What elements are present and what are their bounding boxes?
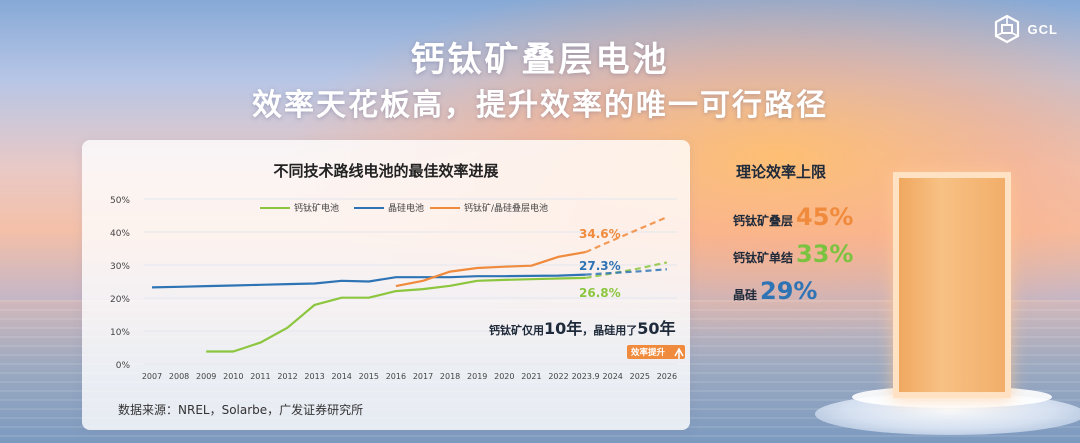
- data-source: 数据来源：NREL，Solarbe，广发证券研究所: [118, 403, 364, 417]
- annotation-part: 10年: [544, 319, 582, 338]
- brand-name: GCL: [1027, 21, 1058, 37]
- legend-label: 晶硅电池: [388, 202, 424, 214]
- x-tick-label: 2012: [277, 372, 297, 381]
- chart-title: 不同技术路线电池的最佳效率进展: [273, 162, 499, 180]
- x-tick-label: 2007: [142, 372, 162, 381]
- x-tick-label: 2025: [630, 372, 650, 381]
- gcl-logo: GCL: [992, 14, 1058, 44]
- x-tick-label: 2013: [304, 372, 324, 381]
- x-tick-label: 2014: [332, 372, 352, 381]
- annotation-part: 50年: [637, 319, 675, 338]
- theory-item-tandem: 钙钛矿叠层 45%: [733, 203, 853, 231]
- y-tick-label: 20%: [110, 295, 130, 305]
- y-tick-label: 10%: [110, 328, 130, 338]
- theory-item-perovskite: 钙钛矿单结 33%: [733, 240, 853, 268]
- series-line: [151, 273, 586, 289]
- x-tick-label: 2023.9: [572, 372, 600, 381]
- theory-value: 29%: [760, 277, 818, 305]
- x-tick-label: 2018: [440, 372, 460, 381]
- x-tick-label: 2011: [250, 372, 270, 381]
- x-tick-label: 2016: [386, 372, 406, 381]
- x-tick-label: 2017: [413, 372, 433, 381]
- x-tick-label: 2026: [657, 372, 677, 381]
- data-label: 34.6%: [579, 227, 621, 241]
- theory-value: 33%: [796, 240, 854, 268]
- annotation-part: ，晶硅用了: [582, 323, 637, 337]
- theory-label: 钙钛矿单结: [733, 251, 794, 265]
- y-tick-label: 0%: [116, 361, 131, 371]
- series-line: [206, 276, 586, 353]
- x-tick-label: 2008: [169, 372, 189, 381]
- theory-item-silicon: 晶硅 29%: [733, 277, 817, 305]
- efficiency-line-chart: 0% 10% 20% 30% 40% 50% 2007 2008 2009 2010 2011 201…: [110, 196, 685, 381]
- x-tick-label: 2009: [196, 372, 216, 381]
- annotation-text: 钙钛矿仅用10年，晶硅用了50年: [489, 319, 676, 338]
- data-label: 26.8%: [579, 286, 621, 300]
- x-tick-label: 2015: [359, 372, 379, 381]
- x-tick-label: 2020: [494, 372, 514, 381]
- gcl-logo-icon: [992, 14, 1022, 44]
- series-line: [395, 251, 586, 288]
- y-tick-label: 50%: [110, 196, 130, 206]
- theory-label: 钙钛矿叠层: [733, 214, 794, 228]
- x-tick-label: 2010: [223, 372, 243, 381]
- y-tick-label: 30%: [110, 262, 130, 272]
- y-tick-label: 40%: [110, 229, 130, 239]
- data-label: 27.3%: [579, 259, 621, 273]
- theory-value: 45%: [796, 203, 854, 231]
- x-tick-label: 2022: [548, 372, 568, 381]
- theory-title: 理论效率上限: [736, 163, 827, 181]
- perovskite-cell-illustration: [893, 172, 1011, 398]
- page-subtitle: 效率天花板高，提升效率的唯一可行路径: [252, 88, 828, 123]
- series-projection: [585, 261, 668, 279]
- x-tick-label: 2024: [603, 372, 623, 381]
- x-tick-label: 2019: [467, 372, 487, 381]
- theory-label: 晶硅: [733, 288, 758, 302]
- x-tick-label: 2021: [521, 372, 541, 381]
- page-title: 钙钛矿叠层电池: [410, 40, 670, 80]
- badge-label: 效率提升: [631, 347, 666, 358]
- series-projection: [585, 216, 668, 254]
- badge-background: [627, 345, 685, 359]
- series-projection: [585, 268, 667, 276]
- annotation-part: 钙钛矿仅用: [489, 323, 544, 337]
- legend-label: 钙钛矿/晶硅叠层电池: [464, 202, 548, 214]
- chart-panel: [82, 140, 690, 430]
- legend-label: 钙钛矿电池: [294, 202, 339, 214]
- arrow-up-icon: [674, 347, 684, 359]
